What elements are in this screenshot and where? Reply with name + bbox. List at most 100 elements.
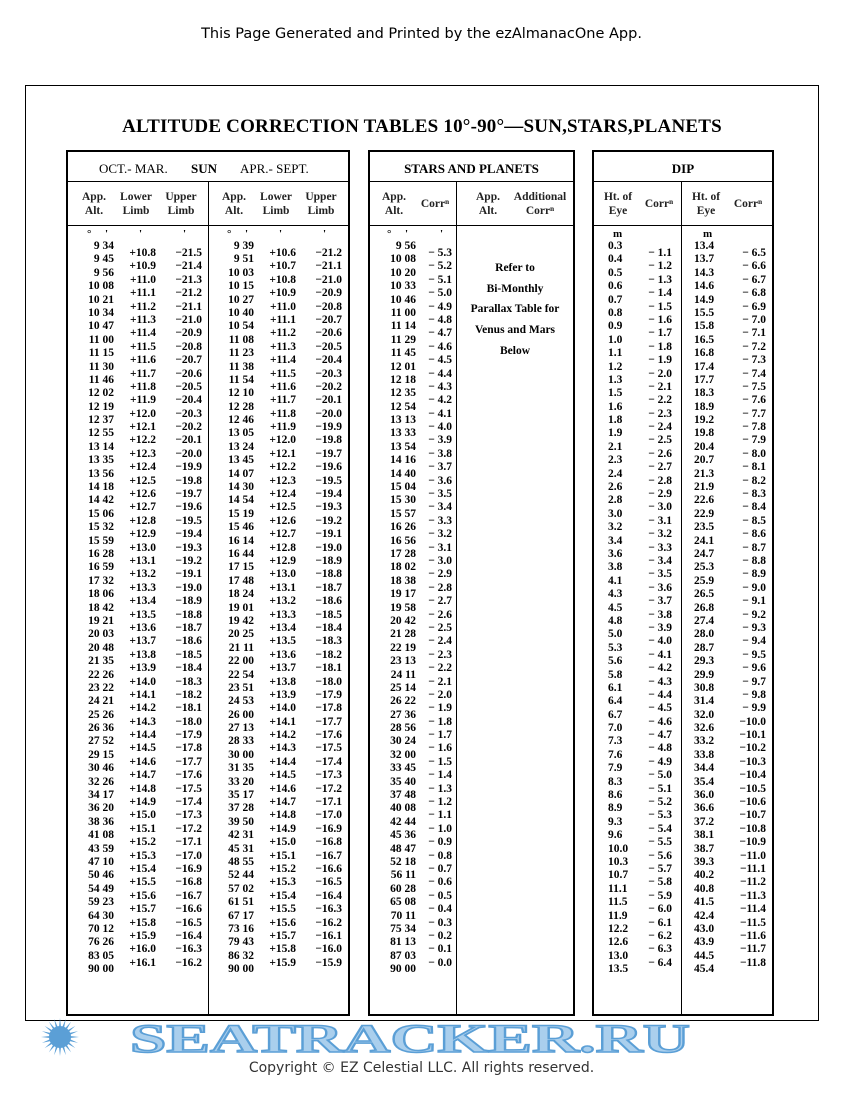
table-cell: +15.0	[129, 809, 156, 822]
table-cell: −11.5	[739, 916, 766, 929]
table-cell: − 6.0	[648, 903, 672, 916]
table-cell: − 3.7	[428, 461, 452, 474]
table-cell: 35.4	[694, 775, 715, 788]
table-cell: 13.7	[694, 253, 715, 266]
table-cell: +12.3	[129, 447, 156, 460]
table-cell: − 6.7	[742, 273, 766, 286]
table-cell: 90 00	[228, 963, 254, 976]
table-cell: 35 40	[390, 775, 416, 788]
table-cell: 36.0	[694, 789, 715, 802]
table-cell: 14 18	[88, 481, 114, 494]
table-cell: − 7.5	[742, 380, 766, 393]
table-cell: 4.5	[608, 601, 623, 614]
table-cell: − 8.0	[742, 447, 766, 460]
table-cell: 12 46	[228, 414, 254, 427]
table-cell: − 2.8	[648, 474, 672, 487]
table-cell: 11 00	[88, 333, 114, 346]
table-cell: 73 16	[228, 922, 254, 935]
col-ht-of-eye: Ht. of Eye	[691, 191, 721, 217]
table-cell: 90 00	[390, 963, 416, 976]
table-cell: −17.3	[315, 769, 342, 782]
table-cell: +10.9	[129, 260, 156, 273]
table-cell: −19.9	[315, 421, 342, 434]
table-cell: 8.3	[608, 775, 623, 788]
sun-ray	[62, 1018, 66, 1028]
table-cell: 22.9	[694, 507, 715, 520]
stars-corr-column: − 5.3− 5.2− 5.1− 5.0− 4.9− 4.8− 4.7− 4.6…	[418, 247, 452, 970]
table-cell: +14.4	[129, 729, 156, 742]
table-cell: −16.5	[315, 876, 342, 889]
stars-planets-table: STARS AND PLANETS App. Alt. Corrⁿ App. Alt…	[368, 150, 575, 1016]
table-cell: − 0.5	[428, 889, 452, 902]
table-cell: − 5.0	[428, 287, 452, 300]
table-cell: − 2.0	[648, 367, 672, 380]
table-cell: −20.7	[175, 354, 202, 367]
table-cell: − 9.5	[742, 648, 766, 661]
table-cell: −10.3	[739, 755, 766, 768]
table-cell: 26 36	[88, 722, 114, 735]
sun-ray	[41, 1036, 51, 1038]
page-frame	[25, 85, 819, 1021]
table-cell: 7.9	[608, 762, 623, 775]
table-cell: 34.4	[694, 762, 715, 775]
table-cell: −10.2	[739, 742, 766, 755]
sun-ray	[69, 1031, 79, 1035]
table-cell: − 7.9	[742, 434, 766, 447]
table-cell: +13.3	[269, 608, 296, 621]
table-cell: 37 28	[228, 802, 254, 815]
table-cell: 27 13	[228, 722, 254, 735]
table-cell: +13.9	[129, 662, 156, 675]
table-cell: 61 51	[228, 896, 254, 909]
table-cell: 56 11	[390, 869, 416, 882]
table-cell: − 4.6	[428, 340, 452, 353]
table-cell: 8.6	[608, 789, 623, 802]
table-cell: +12.8	[269, 541, 296, 554]
table-cell: −20.8	[175, 340, 202, 353]
table-cell: +14.0	[269, 702, 296, 715]
table-cell: 9 56	[93, 266, 114, 279]
table-cell: +14.4	[269, 755, 296, 768]
table-cell: +12.2	[269, 461, 296, 474]
sun-ray	[41, 1031, 51, 1035]
table-cell: 11 15	[88, 347, 114, 360]
table-cell: 20.7	[694, 454, 715, 467]
table-cell: − 1.8	[648, 340, 672, 353]
table-cell: −18.7	[175, 621, 202, 634]
table-cell: − 3.3	[428, 514, 452, 527]
table-cell: +15.1	[269, 849, 296, 862]
table-cell: 3.8	[608, 561, 623, 574]
table-cell: 17 15	[228, 561, 254, 574]
degree-symbol: °	[387, 228, 392, 240]
table-cell: −19.0	[315, 541, 342, 554]
table-cell: − 1.5	[648, 300, 672, 313]
dip-title: DIP	[671, 161, 695, 176]
table-cell: − 5.4	[648, 822, 672, 835]
table-cell: 7.0	[608, 722, 623, 735]
table-cell: 10.7	[608, 869, 629, 882]
table-cell: +11.8	[129, 380, 156, 393]
table-cell: 27.4	[694, 614, 715, 627]
table-cell: +12.7	[129, 501, 156, 514]
table-cell: − 4.4	[648, 688, 672, 701]
table-cell: − 4.2	[428, 394, 452, 407]
table-cell: +12.2	[129, 434, 156, 447]
table-cell: −17.7	[175, 755, 202, 768]
table-cell: − 9.9	[742, 702, 766, 715]
table-cell: −17.1	[175, 836, 202, 849]
table-cell: 22 26	[88, 668, 114, 681]
table-cell: −19.6	[315, 461, 342, 474]
page-title: ALTITUDE CORRECTION TABLES 10°-90°—SUN,S…	[122, 116, 722, 137]
table-cell: 11 00	[390, 306, 416, 319]
table-cell: +13.0	[269, 568, 296, 581]
table-cell: −16.2	[175, 956, 202, 969]
table-cell: +15.5	[129, 876, 156, 889]
table-cell: 16 44	[228, 547, 254, 560]
table-cell: 21 11	[228, 641, 254, 654]
table-cell: − 4.5	[648, 702, 672, 715]
table-cell: 18 06	[88, 588, 114, 601]
table-cell: − 1.6	[648, 313, 672, 326]
table-cell: 6.1	[608, 681, 623, 694]
col-upper-limb: Upper Limb	[165, 191, 197, 217]
table-cell: 60 28	[390, 882, 416, 895]
table-cell: − 4.0	[428, 421, 452, 434]
